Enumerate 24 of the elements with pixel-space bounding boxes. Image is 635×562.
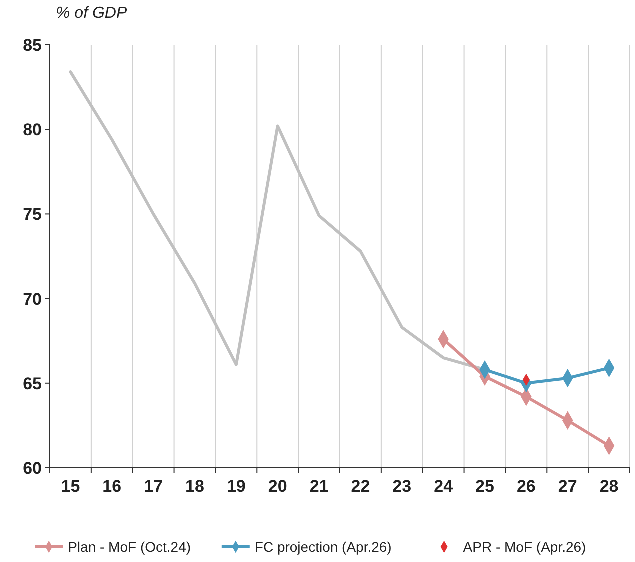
y-tick-label: 80 — [23, 120, 42, 140]
x-tick-label: 20 — [268, 477, 288, 496]
x-tick-label: 16 — [102, 477, 122, 496]
y-axis-title: % of GDP — [56, 5, 128, 22]
y-tick-label: 75 — [23, 205, 42, 224]
x-tick-label: 19 — [226, 477, 246, 496]
x-tick-label: 25 — [476, 477, 494, 496]
x-tick-label: 18 — [186, 477, 204, 496]
x-tick-label: 24 — [434, 477, 454, 496]
x-tick-label: 22 — [351, 477, 370, 496]
legend-label: FC projection (Apr.26) — [254, 539, 392, 555]
x-tick-label: 26 — [516, 477, 536, 496]
y-tick-label: 65 — [23, 374, 42, 394]
y-tick-label: 85 — [23, 36, 42, 55]
x-tick-label: 15 — [61, 477, 80, 496]
x-tick-label: 27 — [558, 477, 578, 496]
y-tick-label: 70 — [23, 290, 42, 309]
legend-label: Plan - MoF (Oct.24) — [68, 539, 192, 555]
x-tick-label: 28 — [600, 477, 619, 496]
x-tick-label: 21 — [310, 477, 329, 496]
x-tick-label: 17 — [144, 477, 164, 496]
x-tick-label: 23 — [392, 477, 412, 496]
y-tick-label: 60 — [23, 459, 42, 478]
legend-label: APR - MoF (Apr.26) — [463, 539, 586, 555]
